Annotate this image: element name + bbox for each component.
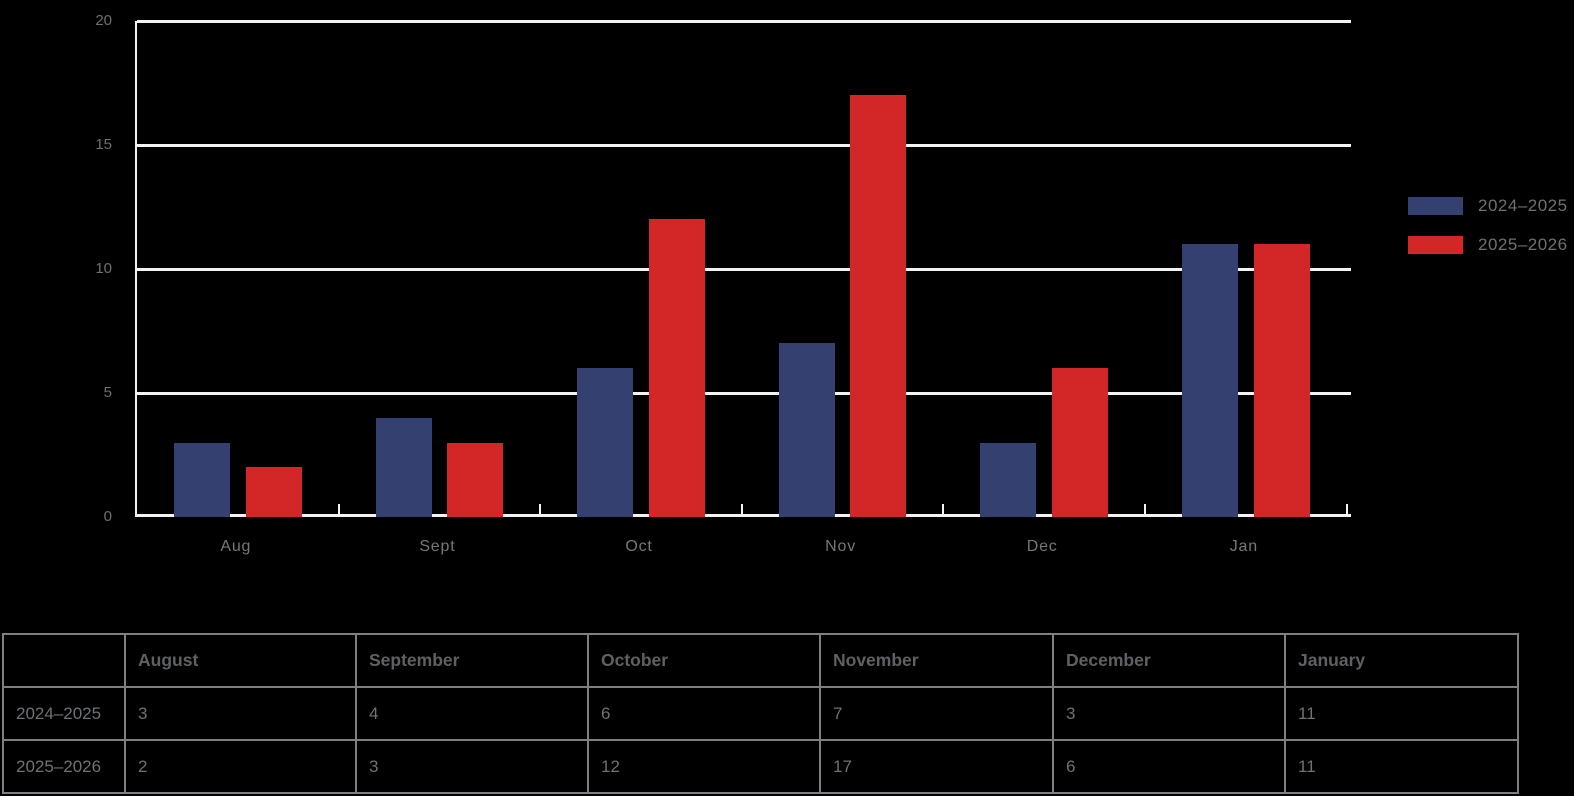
x-axis-tick: [1345, 504, 1348, 517]
table-header-cell: August: [124, 633, 357, 688]
legend-label: 2025–2026: [1478, 235, 1568, 254]
x-axis-tick: [942, 504, 945, 517]
table-row: 2024–2025 3 4 6 7 3 11: [2, 686, 1519, 741]
table-cell: 11: [1284, 739, 1519, 794]
y-tick-label: 15: [95, 136, 112, 153]
x-axis-tick: [539, 504, 542, 517]
x-axis-baseline: [137, 514, 1351, 517]
table-header-cell: January: [1284, 633, 1519, 688]
bar-2025-2026-sept: [447, 442, 504, 517]
bar-2025-2026-jan: [1253, 244, 1310, 517]
y-tick-label: 0: [103, 508, 112, 525]
y-tick-label: 5: [103, 384, 112, 401]
table-header-cell: December: [1052, 633, 1286, 688]
gridline: [137, 143, 1351, 147]
legend-label: 2024–2025: [1478, 196, 1568, 215]
table-cell: 4: [355, 686, 589, 741]
bar-2024-2025-nov: [778, 343, 835, 517]
bar-2025-2026-dec: [1052, 368, 1108, 517]
bar-2025-2026-nov: [850, 95, 907, 517]
table-cell: 3: [1052, 686, 1286, 741]
y-axis: 0 5 10 15 20: [0, 12, 112, 525]
gridline: [137, 19, 1351, 23]
x-tick-label: Aug: [220, 538, 252, 555]
bar-2024-2025-oct: [577, 368, 634, 517]
legend-item-2024-2025: 2024–2025: [1408, 196, 1568, 216]
table-cell: 11: [1284, 686, 1519, 741]
table-cell: 12: [587, 739, 821, 794]
table-header-cell: November: [819, 633, 1054, 688]
legend: 2024–2025 2025–2026: [1408, 196, 1568, 255]
legend-swatch-2024-2025: [1408, 197, 1463, 215]
x-axis-tick: [740, 504, 743, 517]
table-cell: 6: [1052, 739, 1286, 794]
gridline: [137, 391, 1351, 395]
x-tick-label: Oct: [625, 538, 653, 555]
table-header-cell: October: [587, 633, 821, 688]
data-table: August September October November December Ja…: [2, 633, 1519, 794]
bar-2024-2025-aug: [174, 442, 230, 517]
table-header-row: August September October November December Ja…: [2, 633, 1519, 688]
table-cell: 2: [124, 739, 357, 794]
table-cell: 3: [124, 686, 357, 741]
table-cell: 3: [355, 739, 589, 794]
table-cell: 7: [819, 686, 1054, 741]
row-label: 2025–2026: [2, 739, 126, 794]
x-tick-label: Jan: [1229, 538, 1258, 555]
x-axis: Aug Sept Oct Nov Dec Jan: [135, 538, 1349, 568]
table-body: 2024–2025 3 4 6 7 3 11 2025–2026 2 3 12 17 6 11: [2, 686, 1519, 794]
bar-2024-2025-dec: [980, 442, 1037, 517]
x-tick-label: Sept: [419, 538, 456, 555]
bar-2024-2025-jan: [1182, 244, 1238, 517]
x-tick-label: Nov: [825, 538, 857, 555]
table-cell: 6: [587, 686, 821, 741]
table-corner-cell: [2, 633, 126, 688]
table-header-cell: September: [355, 633, 589, 688]
row-label: 2024–2025: [2, 686, 126, 741]
legend-item-2025-2026: 2025–2026: [1408, 235, 1568, 255]
plot-area: [135, 19, 1351, 517]
x-axis-tick: [1144, 504, 1146, 517]
x-axis-tick: [337, 504, 340, 517]
x-tick-label: Dec: [1026, 538, 1058, 555]
legend-swatch-2025-2026: [1408, 236, 1463, 254]
gridline: [137, 267, 1351, 271]
y-tick-label: 20: [95, 12, 112, 29]
bar-2025-2026-aug: [245, 467, 302, 517]
table-row: 2025–2026 2 3 12 17 6 11: [2, 739, 1519, 794]
table-cell: 17: [819, 739, 1054, 794]
bar-2025-2026-oct: [648, 219, 705, 517]
bar-2024-2025-sept: [375, 417, 432, 517]
y-tick-label: 10: [95, 260, 112, 277]
